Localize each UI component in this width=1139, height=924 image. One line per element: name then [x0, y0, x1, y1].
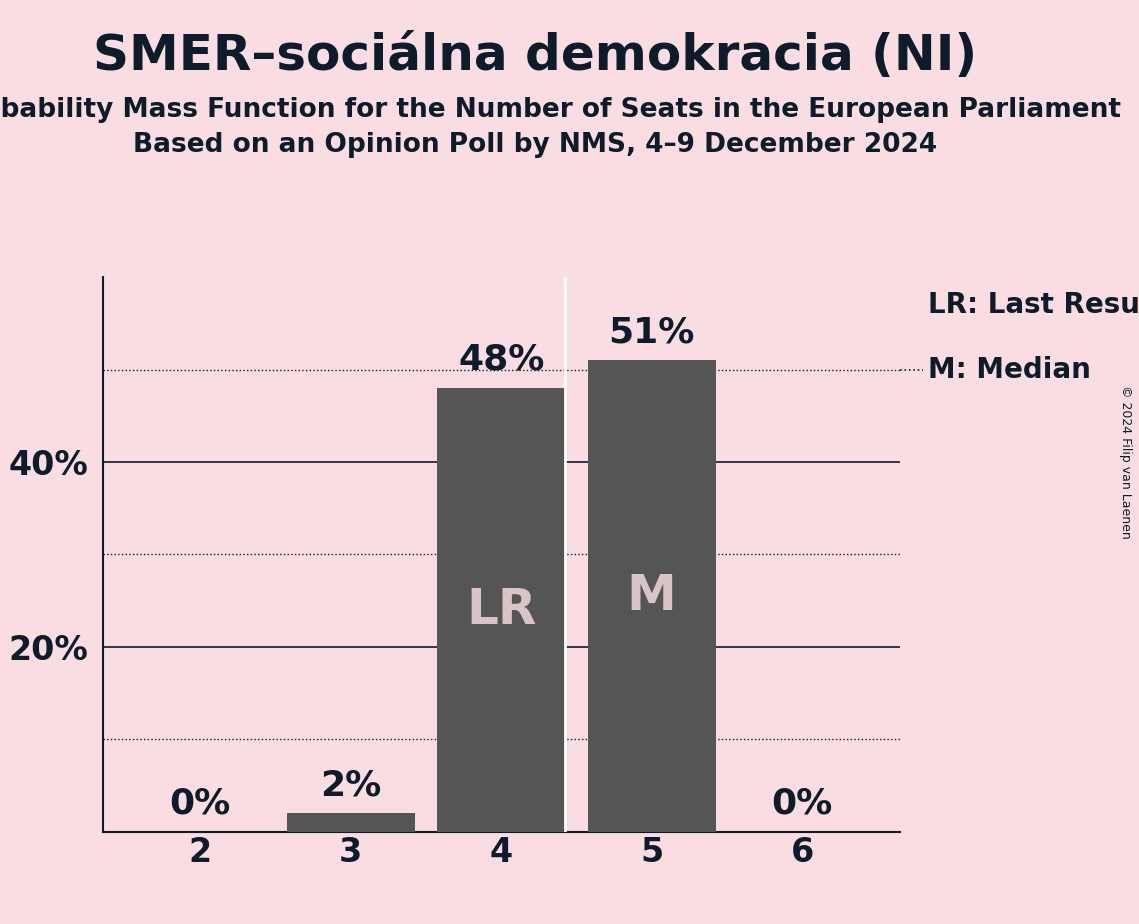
Text: Probability Mass Function for the Number of Seats in the European Parliament: Probability Mass Function for the Number…: [0, 97, 1121, 123]
Text: © 2024 Filip van Laenen: © 2024 Filip van Laenen: [1118, 385, 1132, 539]
Bar: [437, 388, 565, 832]
Text: 51%: 51%: [608, 315, 695, 349]
Text: M: M: [626, 572, 677, 620]
Text: LR: LR: [466, 586, 536, 634]
Bar: [588, 360, 715, 832]
Text: Based on an Opinion Poll by NMS, 4–9 December 2024: Based on an Opinion Poll by NMS, 4–9 Dec…: [133, 132, 937, 158]
Text: 0%: 0%: [170, 786, 231, 821]
Text: 0%: 0%: [771, 786, 833, 821]
Text: 2%: 2%: [320, 768, 382, 802]
Text: LR: Last Result: LR: Last Result: [928, 291, 1139, 319]
Text: SMER–sociálna demokracia (NI): SMER–sociálna demokracia (NI): [93, 32, 977, 80]
Bar: [287, 813, 415, 832]
Text: M: Median: M: Median: [928, 356, 1091, 383]
Text: 48%: 48%: [458, 343, 544, 377]
